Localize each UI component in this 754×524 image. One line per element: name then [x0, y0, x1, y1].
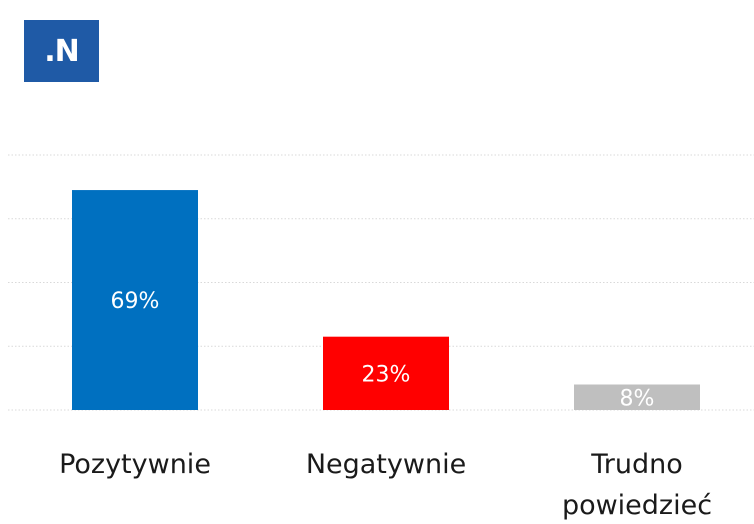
value-label-2: 23% — [362, 362, 411, 387]
category-label-3: Trudno powiedzieć — [562, 449, 712, 521]
logo-text: .N — [44, 33, 80, 69]
value-label-3: 8% — [620, 386, 655, 411]
bars: 69% 23% 8% — [72, 190, 700, 411]
bar-1 — [72, 190, 198, 410]
category-label-1: Pozytywnie — [59, 449, 211, 480]
value-label-1: 69% — [111, 289, 160, 314]
bar-3 — [574, 384, 700, 410]
category-label-2: Negatywnie — [306, 449, 466, 480]
category-labels: Pozytywnie Negatywnie Trudno powiedzieć — [59, 449, 712, 521]
bar-2 — [323, 336, 449, 410]
logo: .N — [24, 20, 99, 82]
